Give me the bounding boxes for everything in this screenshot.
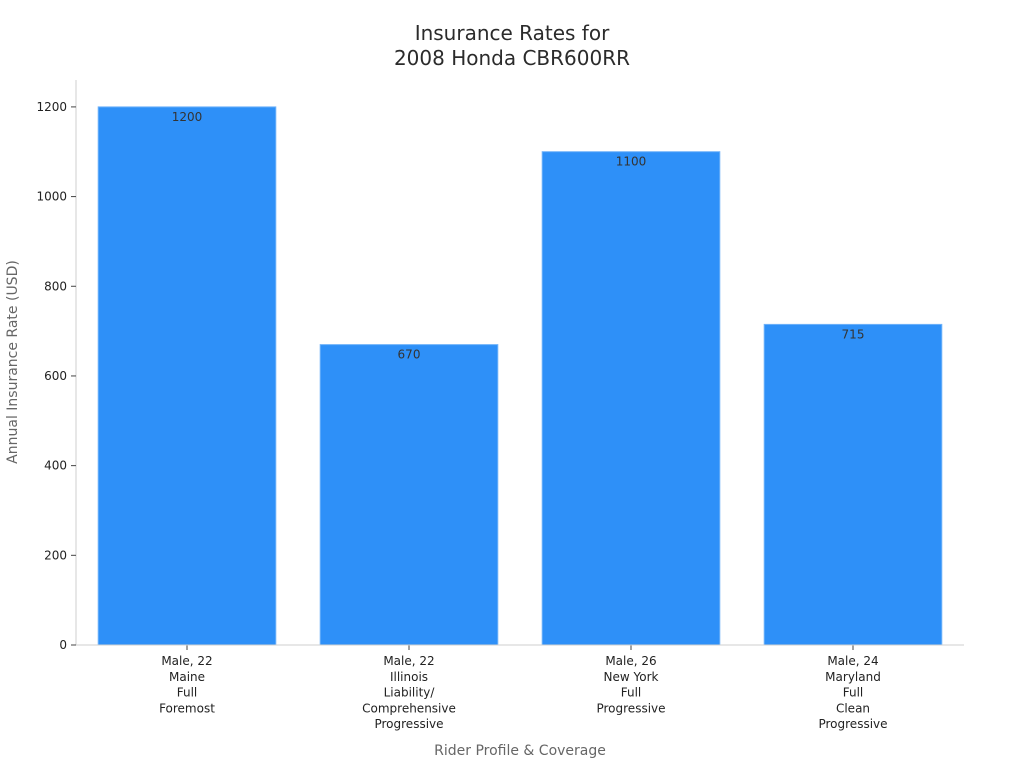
x-tick-label-line: Male, 24 <box>827 654 878 668</box>
y-tick-label-3: 600 <box>44 369 67 383</box>
y-tick-label-4: 800 <box>44 279 67 293</box>
x-axis-title: Rider Profile & Coverage <box>434 743 606 759</box>
bar-4 <box>763 323 943 646</box>
x-tick-label-line: Foremost <box>159 701 215 715</box>
x-tick-label-line: Maryland <box>825 670 881 684</box>
x-tick-label-line: Clean <box>836 701 870 715</box>
x-tick-label-line: Full <box>843 686 864 700</box>
chart-title-line-1: Insurance Rates for <box>414 21 610 45</box>
bar-1 <box>97 106 277 646</box>
x-tick-label-3: Male, 26 New York Full Progressive <box>596 654 665 715</box>
y-tick-label-1: 200 <box>44 548 67 562</box>
bar-2 <box>319 344 499 646</box>
y-tick-label-5: 1000 <box>36 190 67 204</box>
data-label-3: 1100 <box>616 155 647 169</box>
data-label-2: 670 <box>398 348 421 362</box>
x-tick-label-line: Comprehensive <box>362 701 456 715</box>
data-label-4: 715 <box>842 327 865 341</box>
y-axis-title: Annual Insurance Rate (USD) <box>5 260 21 464</box>
x-tick-label-line: New York <box>604 670 659 684</box>
axes-layer <box>71 80 964 650</box>
x-tick-label-line: Maine <box>169 670 205 684</box>
x-tick-label-line: Progressive <box>374 717 443 731</box>
x-tick-label-line: Full <box>621 686 642 700</box>
y-tick-label-0: 0 <box>59 638 67 652</box>
x-tick-label-line: Illinois <box>390 670 428 684</box>
x-tick-label-line: Male, 22 <box>383 654 434 668</box>
x-tick-label-1: Male, 22 Maine Full Foremost <box>159 654 215 715</box>
data-label-1: 1200 <box>172 110 203 124</box>
x-tick-label-line: Progressive <box>596 701 665 715</box>
x-tick-label-line: Liability/ <box>384 686 436 700</box>
x-tick-label-line: Full <box>177 686 198 700</box>
chart-title-line-2: 2008 Honda CBR600RR <box>393 46 631 70</box>
x-tick-label-line: Male, 26 <box>605 654 656 668</box>
x-tick-label-4: Male, 24 Maryland Full Clean Progressive <box>818 654 887 731</box>
x-tick-label-line: Progressive <box>818 717 887 731</box>
y-tick-label-6: 1200 <box>36 100 67 114</box>
x-tick-label-2: Male, 22 Illinois Liability/Comprehensive P… <box>362 654 456 731</box>
y-tick-label-2: 400 <box>44 459 67 473</box>
bars-layer <box>97 106 943 646</box>
x-tick-label-line: Male, 22 <box>161 654 212 668</box>
bar-3 <box>541 151 721 646</box>
